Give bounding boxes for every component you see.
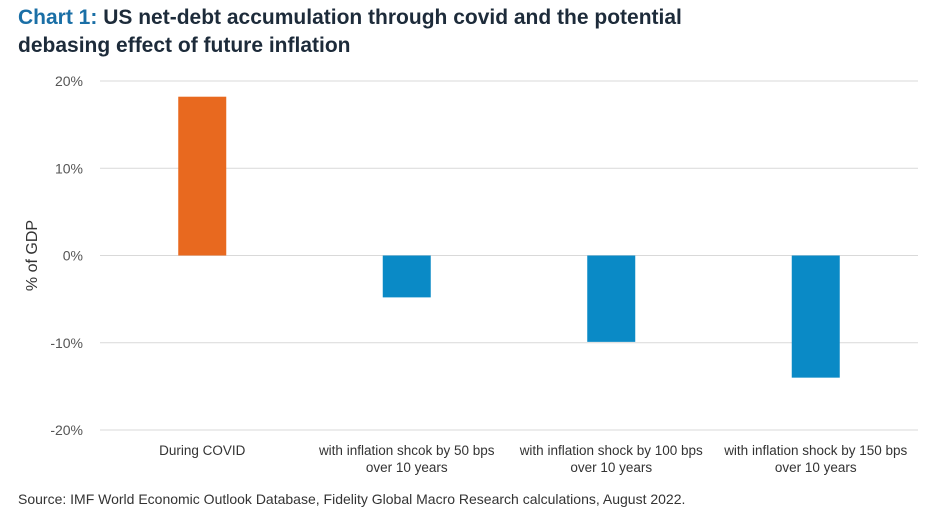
- y-tick-label: 20%: [55, 73, 83, 89]
- x-tick-label: over 10 years: [366, 460, 448, 475]
- x-tick-label: with inflation shcok by 50 bps: [318, 443, 495, 458]
- y-tick-label: -10%: [50, 335, 83, 351]
- chart-title: Chart 1: US net-debt accumulation throug…: [18, 4, 918, 60]
- y-tick-label: 0%: [63, 248, 83, 264]
- x-tick-label: over 10 years: [775, 460, 857, 475]
- chart-title-line1: US net-debt accumulation through covid a…: [103, 6, 682, 29]
- bar: [382, 255, 431, 298]
- y-axis-label: % of GDP: [24, 220, 41, 291]
- x-tick-label: with inflation shock by 150 bps: [723, 443, 907, 458]
- bar: [178, 96, 227, 256]
- x-tick-label: During COVID: [159, 443, 246, 458]
- chart-title-prefix: Chart 1:: [18, 6, 98, 29]
- chart-title-line2: debasing effect of future inflation: [18, 34, 351, 57]
- bar: [791, 255, 840, 378]
- y-tick-label: -20%: [50, 422, 83, 438]
- bar: [587, 255, 636, 342]
- source-note: Source: IMF World Economic Outlook Datab…: [18, 491, 686, 507]
- x-tick-label: with inflation shock by 100 bps: [519, 443, 703, 458]
- y-tick-label: 10%: [55, 160, 83, 176]
- x-tick-label: over 10 years: [570, 460, 652, 475]
- bar-chart: 20% 10% 0% -10% -20% % of GDP During COVID with…: [24, 73, 918, 475]
